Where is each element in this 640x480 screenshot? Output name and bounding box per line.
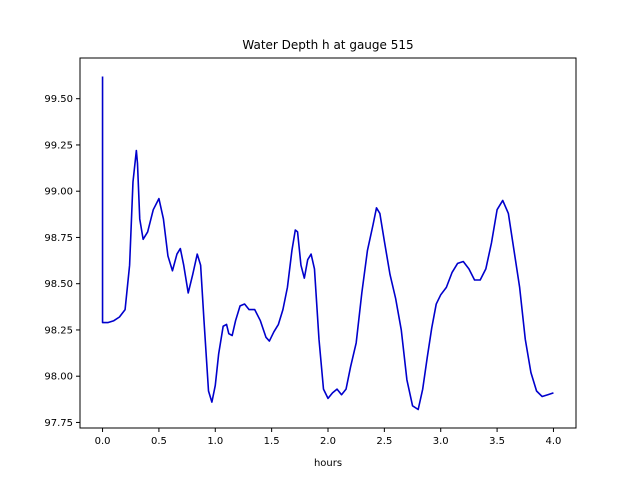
y-tick-label: 98.50 (44, 279, 73, 290)
x-tick-label: 2.5 (376, 436, 392, 447)
x-tick-label: 2.0 (320, 436, 336, 447)
x-axis-label: hours (314, 458, 342, 469)
x-tick-label: 3.0 (433, 436, 449, 447)
x-tick-label: 3.5 (489, 436, 505, 447)
axes-layer: 0.0 0.5 1.0 1.5 2.0 2.5 3.0 3.5 4.0 97.75 98.00 98.… (44, 94, 561, 447)
plot-frame (79, 57, 577, 429)
y-tick-label: 97.75 (44, 418, 73, 429)
y-tick-label: 98.75 (44, 233, 73, 244)
y-tick-label: 99.00 (44, 187, 73, 198)
x-tick-label: 0.5 (151, 436, 167, 447)
chart-title: Water Depth h at gauge 515 (242, 38, 413, 52)
x-tick-label: 1.0 (207, 436, 223, 447)
y-tick-label: 99.50 (44, 94, 73, 105)
y-tick-label: 98.25 (44, 325, 73, 336)
x-tick-label: 1.5 (264, 436, 280, 447)
plot-layer (101, 76, 554, 411)
plot-background (80, 58, 576, 428)
x-tick-label: 4.0 (546, 436, 562, 447)
y-tick-label: 99.25 (44, 140, 73, 151)
y-tick-label: 98.00 (44, 372, 73, 383)
series-line-0 (101, 76, 554, 411)
x-tick-label: 0.0 (95, 436, 111, 447)
